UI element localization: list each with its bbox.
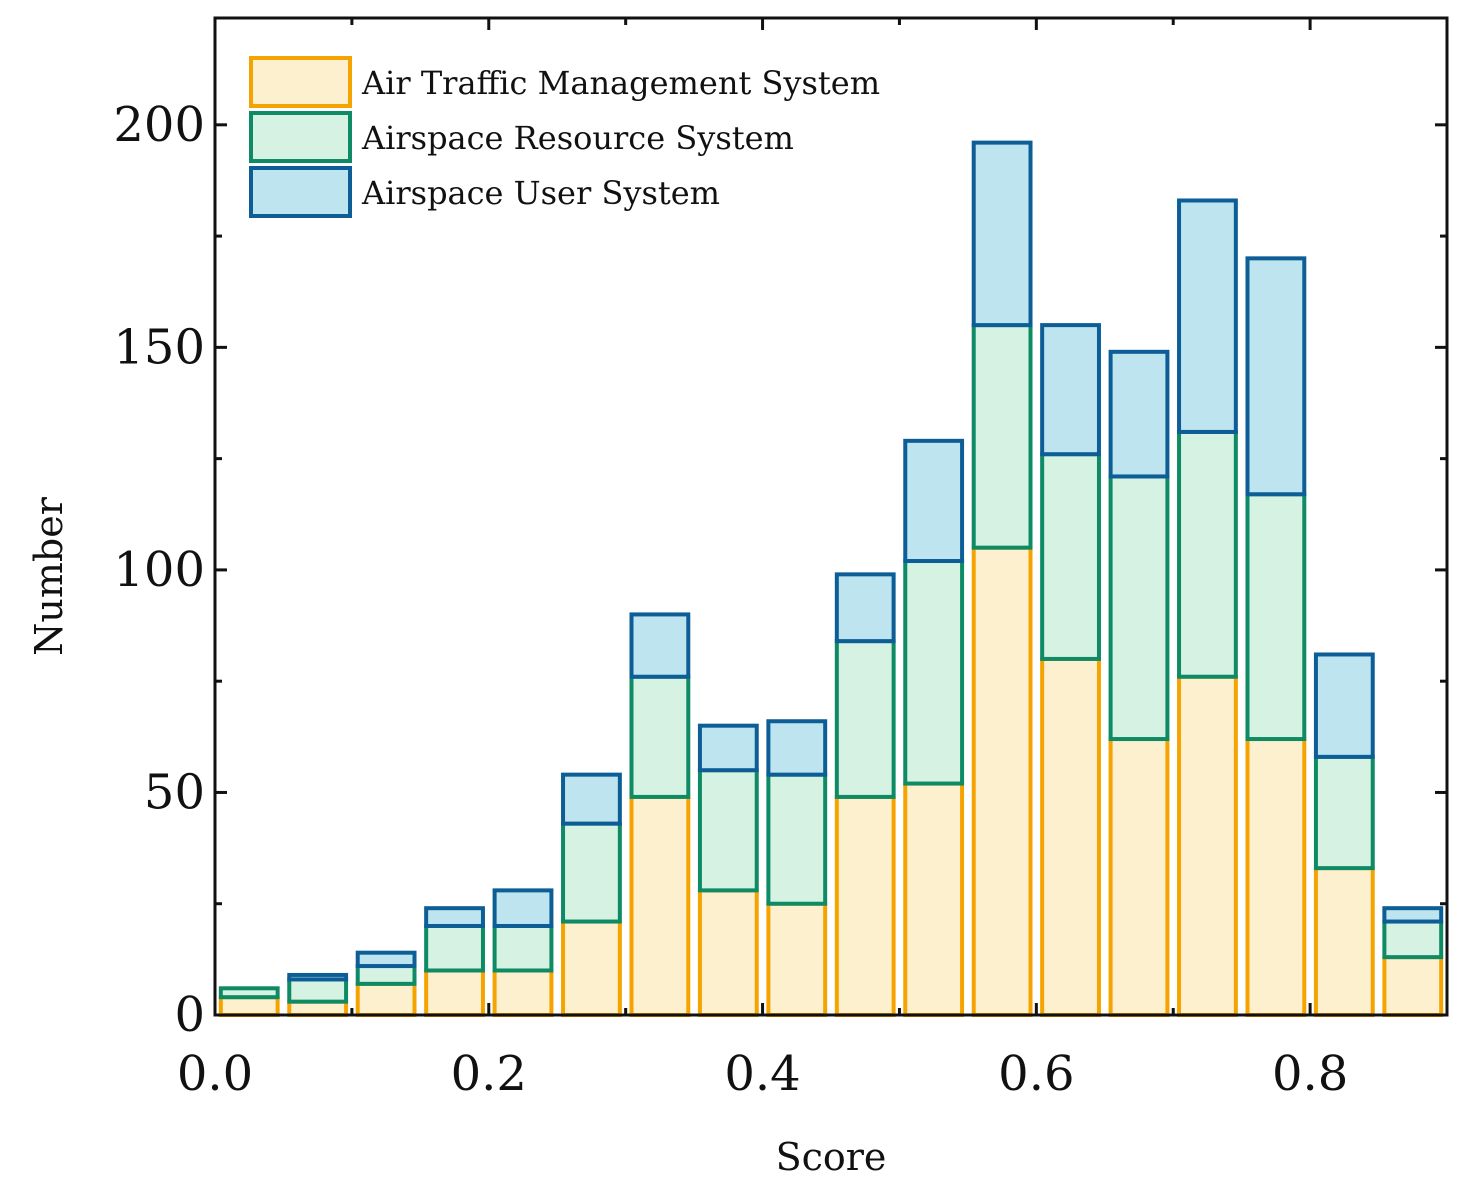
x-tick-label: 0.6 bbox=[998, 1046, 1074, 1102]
bar-airspace-resource-system-bin-5 bbox=[561, 821, 622, 924]
bar-airspace-resource-system-bin-13 bbox=[1108, 474, 1170, 742]
y-tick-label: 50 bbox=[144, 764, 205, 820]
bar-airspace-resource-system-bin-6 bbox=[629, 674, 691, 799]
bar-air-traffic-management-system-bin-7 bbox=[697, 888, 759, 1017]
plot-frame bbox=[213, 16, 1449, 1017]
bar-airspace-user-system-bin-1 bbox=[287, 972, 349, 982]
bar-airspace-resource-system-bin-8 bbox=[766, 772, 828, 906]
bar-airspace-user-system-bin-3 bbox=[424, 906, 485, 928]
bar-airspace-user-system-bin-7 bbox=[697, 723, 759, 773]
bar-airspace-resource-system-bin-7 bbox=[697, 768, 759, 893]
bar-air-traffic-management-system-bin-16 bbox=[1313, 866, 1375, 1018]
bar-airspace-user-system-bin-16 bbox=[1313, 652, 1375, 759]
bar-air-traffic-management-system-bin-17 bbox=[1382, 955, 1444, 1017]
bar-air-traffic-management-system-bin-2 bbox=[355, 981, 417, 1017]
bar-airspace-user-system-bin-9 bbox=[834, 572, 896, 644]
axes-layer: 0.0 0.2 0.4 0.6 0.8 0 50 100 150 200 bbox=[113, 16, 1449, 1102]
bar-air-traffic-management-system-bin-12 bbox=[1040, 656, 1101, 1018]
bar-air-traffic-management-system-bin-5 bbox=[561, 919, 622, 1017]
bar-airspace-resource-system-bin-3 bbox=[424, 923, 485, 973]
bar-airspace-user-system-bin-11 bbox=[971, 140, 1033, 328]
bar-airspace-user-system-bin-17 bbox=[1382, 906, 1444, 924]
legend: Air Traffic Management System Airspace Re… bbox=[249, 56, 880, 218]
bar-airspace-resource-system-bin-1 bbox=[287, 977, 349, 1004]
bar-airspace-resource-system-bin-17 bbox=[1382, 919, 1444, 960]
x-tick-label: 0.0 bbox=[177, 1046, 253, 1102]
bar-airspace-resource-system-bin-12 bbox=[1040, 452, 1101, 661]
bar-airspace-user-system-bin-13 bbox=[1108, 349, 1170, 479]
bar-airspace-user-system-bin-12 bbox=[1040, 323, 1101, 457]
y-tick-label: 0 bbox=[174, 987, 205, 1043]
bar-air-traffic-management-system-bin-15 bbox=[1245, 737, 1307, 1017]
legend-swatch-airspace-resource-system bbox=[249, 111, 352, 163]
bar-air-traffic-management-system-bin-6 bbox=[629, 794, 691, 1017]
bar-air-traffic-management-system-bin-0 bbox=[218, 995, 280, 1017]
bar-air-traffic-management-system-bin-10 bbox=[903, 781, 965, 1018]
x-tick-label: 0.2 bbox=[451, 1046, 527, 1102]
legend-label: Airspace Resource System bbox=[361, 119, 794, 157]
bar-airspace-resource-system-bin-11 bbox=[971, 323, 1033, 550]
bar-airspace-user-system-bin-6 bbox=[629, 612, 691, 679]
bar-air-traffic-management-system-bin-3 bbox=[424, 968, 485, 1018]
bars-layer bbox=[218, 140, 1444, 1018]
bar-airspace-resource-system-bin-9 bbox=[834, 639, 896, 799]
x-tick-label: 0.4 bbox=[724, 1046, 800, 1102]
bar-airspace-resource-system-bin-16 bbox=[1313, 754, 1375, 871]
bar-air-traffic-management-system-bin-13 bbox=[1108, 737, 1170, 1017]
legend-swatch-airspace-user-system bbox=[249, 166, 352, 218]
bar-airspace-resource-system-bin-10 bbox=[903, 559, 965, 786]
bar-airspace-user-system-bin-10 bbox=[903, 438, 965, 564]
bar-airspace-resource-system-bin-15 bbox=[1245, 492, 1307, 742]
bar-air-traffic-management-system-bin-11 bbox=[971, 545, 1033, 1017]
legend-label: Air Traffic Management System bbox=[361, 64, 880, 102]
y-tick-label: 200 bbox=[113, 97, 205, 153]
bar-airspace-user-system-bin-8 bbox=[766, 719, 828, 777]
bar-airspace-resource-system-bin-2 bbox=[355, 964, 417, 986]
bar-airspace-user-system-bin-14 bbox=[1177, 198, 1238, 434]
bar-airspace-user-system-bin-5 bbox=[561, 772, 622, 826]
bar-airspace-user-system-bin-4 bbox=[492, 888, 554, 928]
y-tick-label: 100 bbox=[113, 542, 205, 598]
bar-airspace-user-system-bin-15 bbox=[1245, 256, 1307, 497]
bar-airspace-user-system-bin-2 bbox=[355, 950, 417, 969]
bar-air-traffic-management-system-bin-8 bbox=[766, 901, 828, 1017]
x-tick-label: 0.8 bbox=[1272, 1046, 1348, 1102]
x-axis-title: Score bbox=[776, 1135, 887, 1179]
y-axis-title: Number bbox=[27, 496, 71, 656]
bar-airspace-resource-system-bin-0 bbox=[218, 986, 280, 1000]
legend-label: Airspace User System bbox=[361, 174, 720, 212]
bar-air-traffic-management-system-bin-9 bbox=[834, 794, 896, 1017]
bar-air-traffic-management-system-bin-4 bbox=[492, 968, 554, 1018]
bar-airspace-resource-system-bin-4 bbox=[492, 923, 554, 973]
y-tick-label: 150 bbox=[113, 319, 205, 375]
legend-swatch-air-traffic-management-system bbox=[249, 56, 352, 108]
bar-air-traffic-management-system-bin-1 bbox=[287, 999, 349, 1018]
bar-air-traffic-management-system-bin-14 bbox=[1177, 674, 1238, 1017]
bar-airspace-resource-system-bin-14 bbox=[1177, 429, 1238, 679]
